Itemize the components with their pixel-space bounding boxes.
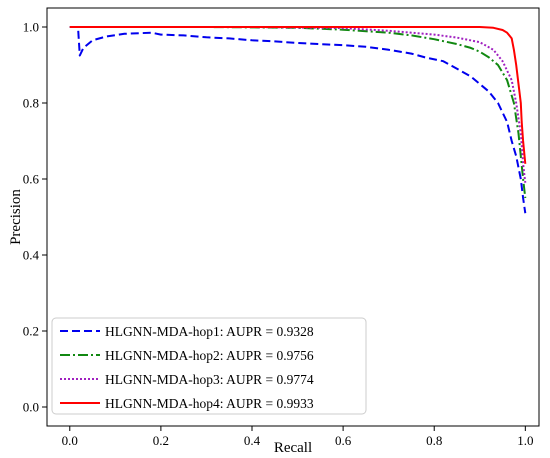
x-tick-label: 0.0 — [62, 433, 78, 448]
x-tick-label: 0.6 — [335, 433, 352, 448]
y-tick-label: 0.0 — [23, 400, 39, 415]
x-tick-label: 0.2 — [153, 433, 169, 448]
legend-label-hop3: HLGNN-MDA-hop3: AUPR = 0.9774 — [105, 372, 314, 387]
series-line-hop4 — [69, 26, 527, 164]
plot-frame — [46, 7, 540, 427]
y-tick-label: 1.0 — [23, 20, 39, 35]
legend-box — [51, 317, 367, 415]
y-axis: 0.0 0.2 0.4 0.6 0.8 1.0 — [23, 20, 47, 415]
series-layer — [69, 26, 527, 214]
series-line-hop1 — [69, 26, 527, 214]
legend: HLGNN-MDA-hop1: AUPR = 0.9328 HLGNN-MDA-h… — [51, 317, 367, 415]
y-tick-label: 0.4 — [23, 248, 40, 263]
series-line-hop2 — [69, 26, 527, 199]
y-tick-label: 0.8 — [23, 96, 39, 111]
x-tick-label: 1.0 — [517, 433, 533, 448]
y-tick-label: 0.2 — [23, 324, 39, 339]
x-tick-label: 0.4 — [244, 433, 261, 448]
legend-label-hop1: HLGNN-MDA-hop1: AUPR = 0.9328 — [105, 324, 314, 339]
x-tick-label: 0.8 — [426, 433, 442, 448]
series-line-hop3 — [69, 26, 527, 183]
legend-label-hop2: HLGNN-MDA-hop2: AUPR = 0.9756 — [105, 348, 314, 363]
x-axis: 0.0 0.2 0.4 0.6 0.8 1.0 — [62, 426, 533, 448]
y-tick-label: 0.6 — [23, 172, 40, 187]
y-axis-label: Precision — [8, 189, 24, 245]
legend-label-hop4: HLGNN-MDA-hop4: AUPR = 0.9933 — [105, 396, 314, 411]
x-axis-label: Recall — [274, 440, 312, 456]
